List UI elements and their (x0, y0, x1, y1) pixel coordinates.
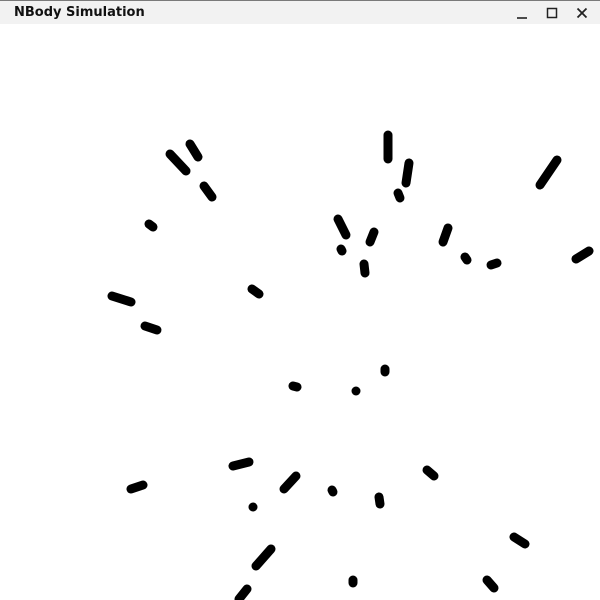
simulation-canvas[interactable] (0, 24, 600, 600)
particle-trail (234, 584, 252, 600)
window-title: NBody Simulation (14, 5, 145, 20)
particle (351, 386, 361, 396)
title-bar[interactable]: NBody Simulation (0, 0, 600, 24)
particle-trail (509, 532, 530, 549)
particle-trail (571, 246, 594, 264)
close-button[interactable] (573, 4, 591, 22)
particle-trail (374, 492, 385, 509)
particle-trail (393, 188, 405, 203)
particle (248, 502, 258, 512)
particle-trail (535, 155, 562, 190)
particle-trail (333, 214, 351, 240)
particle-trail (486, 258, 502, 270)
particle-trail (251, 544, 276, 571)
particle-trail (460, 252, 472, 265)
particle-trail (199, 181, 217, 202)
particle-trail (279, 471, 301, 494)
particle-trail (165, 149, 191, 176)
particle-trail (401, 158, 414, 188)
particle-trail (438, 223, 453, 247)
particle-trail (365, 227, 379, 247)
particle-trail (144, 219, 158, 232)
particle-trail (336, 244, 347, 256)
minimize-button[interactable] (513, 4, 531, 22)
particle-trail (482, 575, 499, 593)
particle-trail (327, 485, 338, 497)
close-icon (576, 7, 588, 19)
maximize-icon (546, 7, 558, 19)
particle-trail (185, 139, 203, 162)
particle-trail (288, 381, 302, 392)
particle-trail (359, 259, 370, 278)
maximize-button[interactable] (543, 4, 561, 22)
particle-field (107, 130, 594, 600)
particle-trail (422, 465, 439, 481)
minimize-icon (517, 17, 527, 19)
particle-trail (107, 291, 136, 307)
particle-trail (228, 457, 254, 471)
particle-trail (247, 284, 264, 299)
particle-trail (140, 321, 162, 335)
particle-trail (126, 480, 148, 494)
